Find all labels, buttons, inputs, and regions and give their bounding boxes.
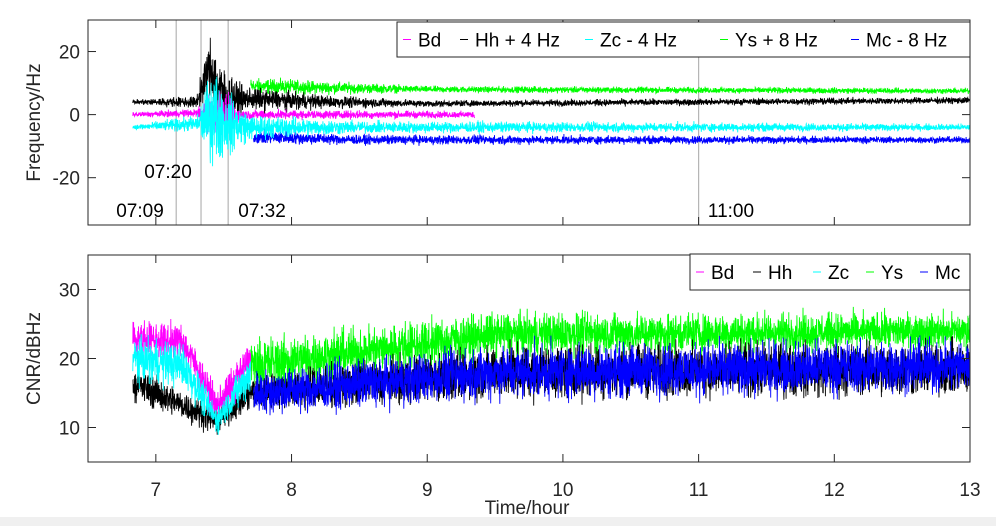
legend-entry: Bd <box>711 263 734 284</box>
series-line-ys <box>250 306 970 397</box>
x-tick-label: 7 <box>151 480 162 501</box>
legend-entry: Hh <box>768 263 792 284</box>
y-tick-label: 0 <box>69 106 80 127</box>
series-line-bd <box>132 91 475 135</box>
series-line-hh <box>132 37 970 129</box>
y-tick-label: 10 <box>59 419 80 440</box>
footer-bar <box>0 517 996 526</box>
event-time-label: 07:32 <box>238 201 286 222</box>
series-line-mc <box>253 128 970 146</box>
y-axis-label: CNR/dBHz <box>24 312 45 405</box>
y-tick-label: 30 <box>59 281 80 302</box>
legend-entry: Mc <box>935 263 960 284</box>
legend-entry: Zc <box>828 263 849 284</box>
legend: Bd Hh Zc Ys Mc <box>689 253 971 291</box>
axes-box <box>87 19 971 226</box>
y-tick-label: 20 <box>59 350 80 371</box>
event-time-label: 07:09 <box>116 201 164 222</box>
legend: Bd Hh + 4 Hz Zc - 4 Hz Ys + 8 Hz Mc - 8 Hz <box>396 21 971 58</box>
y-tick-label: 20 <box>59 43 80 64</box>
y-axis-label: Frequency/Hz <box>24 63 45 181</box>
event-time-label: 07:20 <box>144 162 192 183</box>
x-tick-label: 11 <box>689 480 709 501</box>
x-tick-label: 12 <box>824 480 845 501</box>
legend-entry: Ys + 8 Hz <box>735 31 818 52</box>
event-time-label: 11:00 <box>708 201 754 222</box>
series-line-zc <box>132 76 970 167</box>
series-line-zc <box>132 333 252 435</box>
x-tick-label: 8 <box>286 480 297 501</box>
x-tick-label: 13 <box>959 480 980 501</box>
legend-entry: Ys <box>881 263 903 284</box>
legend-entry: Hh + 4 Hz <box>475 31 560 52</box>
legend-entry: Mc - 8 Hz <box>866 31 947 52</box>
frequency-axes: -20 0 20 Frequency/Hz 07:09 07:20 07:32 11:00 Bd… <box>24 19 971 226</box>
series-line-mc <box>253 335 970 416</box>
cnr-axes: 10 20 30 7 8 9 10 11 12 13 CNR/dBHz Time/hour Bd Hh Zc… <box>24 253 981 519</box>
series-line-bd <box>132 318 252 419</box>
y-tick-label: -20 <box>53 169 80 190</box>
series-group <box>132 306 970 435</box>
legend-entry: Bd <box>418 31 441 52</box>
x-axis-label: Time/hour <box>485 498 570 519</box>
legend-box <box>396 21 971 58</box>
series-group <box>132 37 970 167</box>
x-tick-label: 10 <box>552 480 573 501</box>
series-line-ys <box>250 77 970 97</box>
x-tick-label: 9 <box>422 480 433 501</box>
legend-entry: Zc - 4 Hz <box>600 31 677 52</box>
